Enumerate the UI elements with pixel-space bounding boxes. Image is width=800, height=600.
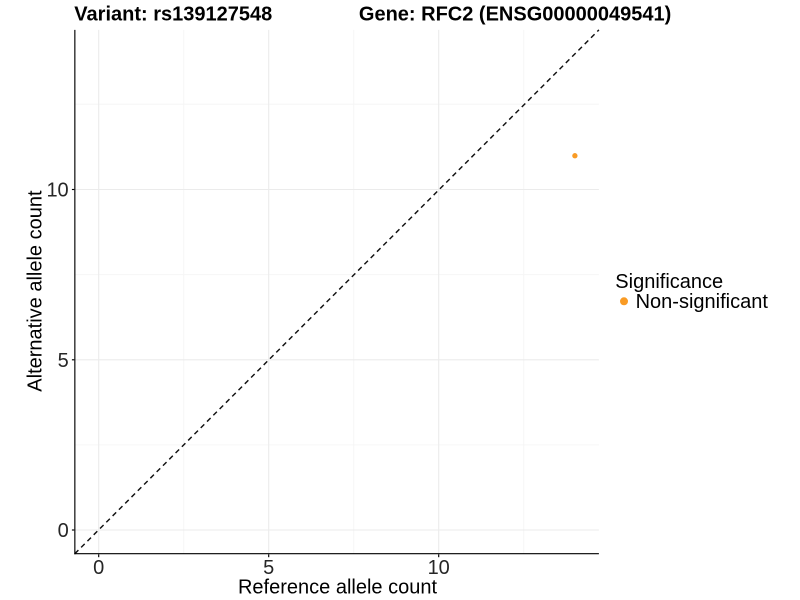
svg-text:5: 5 bbox=[263, 557, 274, 579]
svg-text:10: 10 bbox=[428, 557, 450, 579]
svg-text:Significance: Significance bbox=[615, 271, 723, 293]
svg-text:10: 10 bbox=[46, 180, 68, 202]
svg-text:5: 5 bbox=[58, 350, 69, 372]
svg-text:0: 0 bbox=[58, 520, 69, 542]
svg-text:0: 0 bbox=[93, 557, 104, 579]
svg-text:Gene: RFC2 (ENSG00000049541): Gene: RFC2 (ENSG00000049541) bbox=[359, 4, 671, 26]
svg-text:Reference allele count: Reference allele count bbox=[238, 577, 437, 599]
svg-text:Alternative allele count: Alternative allele count bbox=[25, 190, 47, 392]
svg-text:Variant: rs139127548: Variant: rs139127548 bbox=[74, 4, 272, 26]
svg-text:Non-significant: Non-significant bbox=[636, 291, 769, 313]
